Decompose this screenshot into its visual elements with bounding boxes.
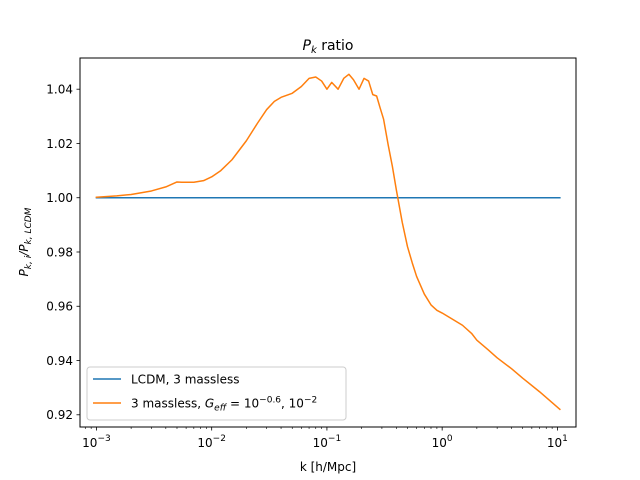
- x-axis-label: k [h/Mpc]: [300, 460, 356, 474]
- legend-geff-eq: = 10: [226, 397, 259, 411]
- x-tick-label: 10−1: [313, 434, 342, 450]
- y-tick-label: 0.96: [46, 300, 73, 314]
- chart-title: Pk ratio: [303, 38, 354, 56]
- legend-geff-exp2: −2: [304, 396, 317, 406]
- y-tick-label: 0.92: [46, 408, 73, 422]
- y-tick-label: 1.00: [46, 191, 73, 205]
- ylabel-main: P: [17, 268, 31, 276]
- series-line-1: [95, 73, 561, 411]
- ylabel-sub2: k, LCDM: [24, 207, 34, 244]
- x-tick-label: 101: [547, 434, 568, 450]
- x-tick-label: 10−2: [197, 434, 226, 450]
- series-group: [95, 73, 561, 411]
- y-tick-label: 1.04: [46, 83, 73, 97]
- legend: LCDM, 3 massless 3 massless, Geff = 10−0…: [86, 366, 347, 421]
- legend-geff-prefix: 3 massless,: [131, 397, 205, 411]
- y-tick-label: 0.94: [46, 354, 73, 368]
- legend-geff-sep: , 10: [281, 397, 304, 411]
- y-axis-label: Pk, i/Pk, LCDM: [17, 207, 34, 276]
- ylabel-sub: k, i: [24, 255, 34, 269]
- legend-geff-sub: eff: [214, 404, 228, 414]
- ylabel-mid: /P: [17, 244, 31, 257]
- title-main: P: [303, 38, 312, 54]
- legend-label-lcdm: LCDM, 3 massless: [131, 373, 240, 387]
- title-rest: ratio: [317, 38, 354, 54]
- legend-geff-math: G: [205, 397, 214, 411]
- legend-label-geff: 3 massless, Geff = 10−0.6, 10−2: [131, 396, 317, 414]
- x-tick-label: 100: [432, 434, 453, 450]
- y-tick-label: 0.98: [46, 245, 73, 259]
- y-tick-label: 1.02: [46, 137, 73, 151]
- title-sub: k: [311, 45, 318, 56]
- y-axis-ticks: 0.92 0.94 0.96 0.98 1.00 1.02 1.04: [46, 83, 80, 422]
- legend-geff-exp1: −0.6: [259, 396, 281, 406]
- x-tick-label: 10−3: [82, 434, 111, 450]
- axes-frame: [79, 57, 577, 428]
- x-axis-ticks: 10−3 10−2 10−1 100 101: [82, 427, 568, 450]
- legend-box: [86, 366, 347, 421]
